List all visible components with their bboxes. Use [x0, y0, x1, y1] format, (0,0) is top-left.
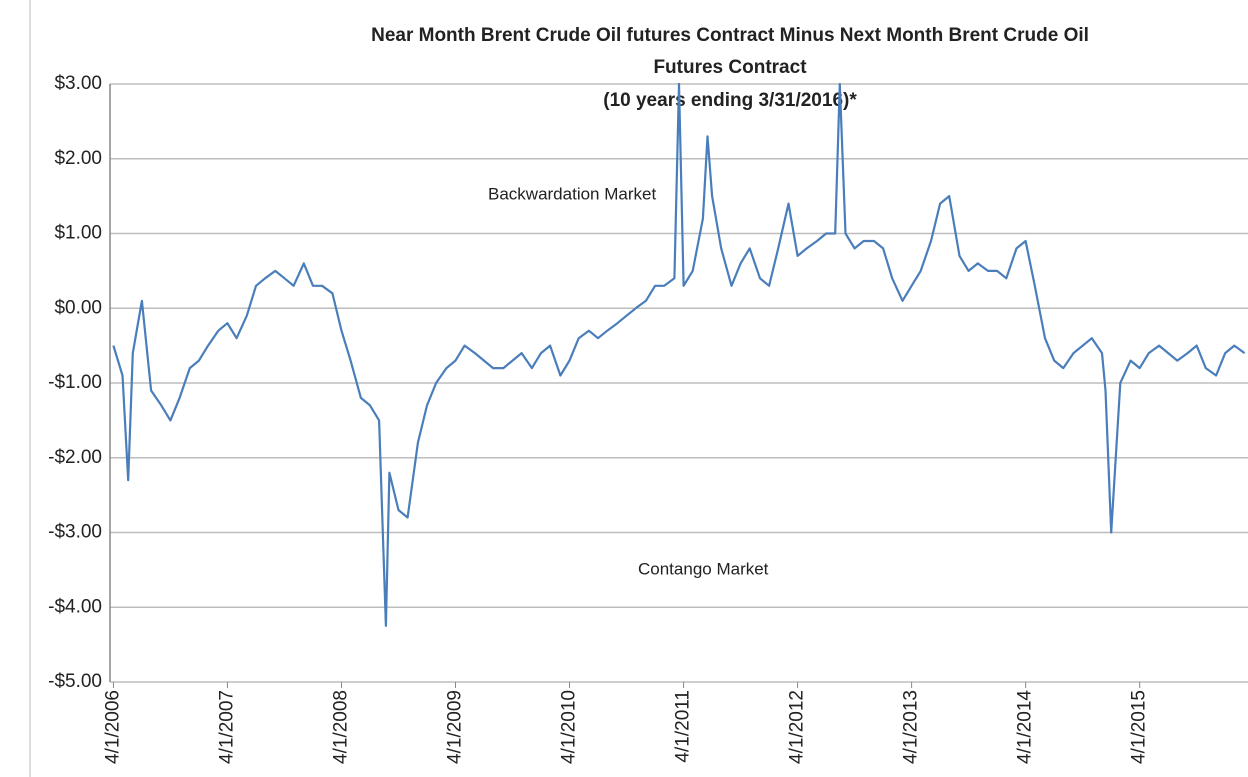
data-line — [112, 82, 1246, 627]
y-tick-label: -$3.00 — [48, 522, 102, 543]
chart-title: Futures Contract — [653, 57, 807, 78]
x-tick-label: 4/1/2015 — [1129, 690, 1150, 764]
y-tick-label: -$2.00 — [48, 447, 102, 468]
y-tick-label: $1.00 — [54, 223, 102, 244]
x-tick-label: 4/1/2012 — [787, 690, 808, 764]
y-tick-label: -$1.00 — [48, 372, 102, 393]
chart-title: Near Month Brent Crude Oil futures Contr… — [371, 25, 1089, 46]
annotation: Backwardation Market — [488, 184, 656, 203]
x-tick-label: 4/1/2011 — [673, 690, 694, 763]
y-tick-label: $0.00 — [54, 297, 102, 318]
y-tick-label: $3.00 — [54, 73, 102, 94]
x-tick-label: 4/1/2013 — [901, 690, 922, 764]
y-tick-label: -$4.00 — [48, 596, 102, 617]
x-tick-label: 4/1/2010 — [559, 690, 580, 764]
x-tick-label: 4/1/2007 — [216, 690, 237, 764]
y-tick-label: -$5.00 — [48, 671, 102, 692]
x-tick-label: 4/1/2006 — [102, 690, 123, 764]
x-tick-label: 4/1/2008 — [330, 690, 351, 764]
x-tick-label: 4/1/2009 — [445, 690, 466, 764]
y-tick-label: $2.00 — [54, 148, 102, 169]
chart-subtitle: (10 years ending 3/31/2016)* — [603, 90, 857, 111]
x-tick-label: 4/1/2014 — [1015, 690, 1036, 764]
annotation: Contango Market — [638, 559, 769, 578]
